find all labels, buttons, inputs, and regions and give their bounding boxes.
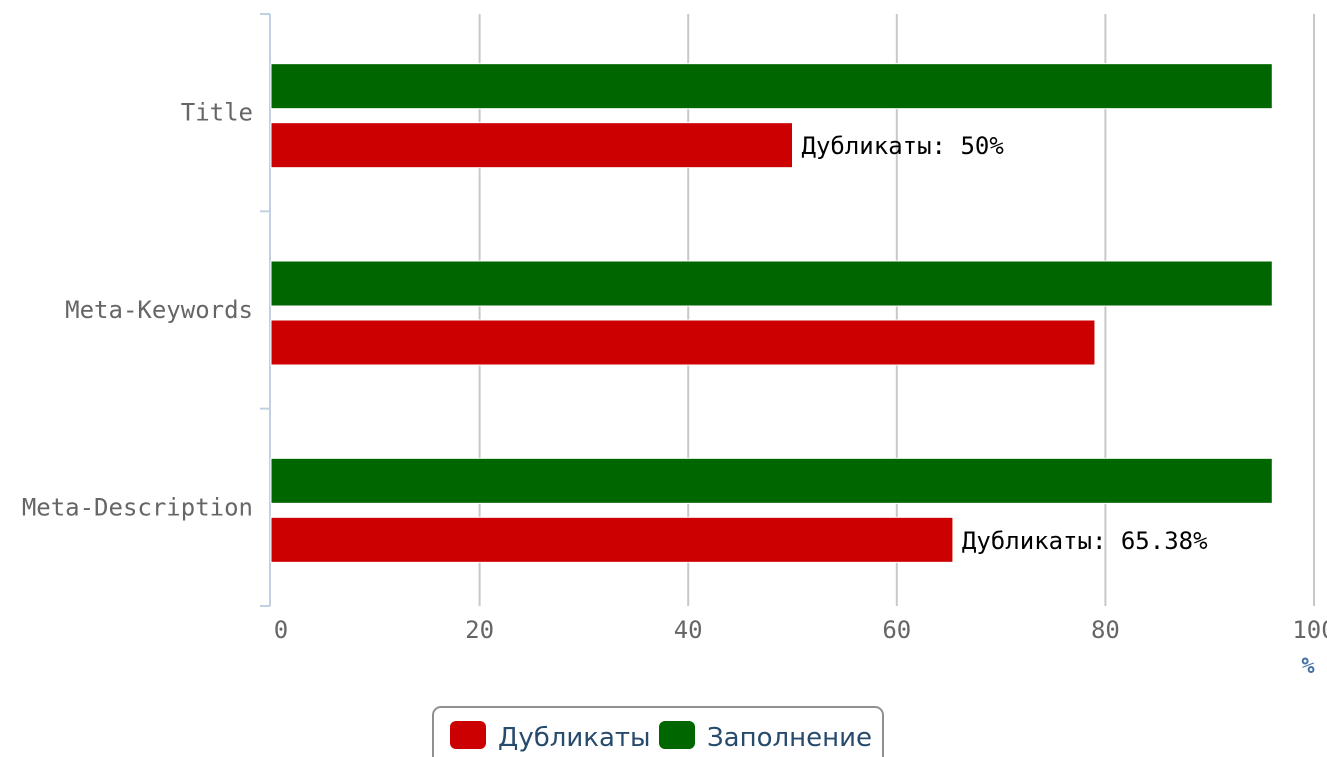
x-axis-unit-label: % <box>1301 654 1315 679</box>
legend-swatch <box>659 721 695 749</box>
bar-duplicates-1 <box>271 320 1095 365</box>
category-labels: Title Meta-Keywords Meta-Description <box>22 99 253 522</box>
bar-fill-0 <box>271 64 1272 109</box>
category-label: Meta-Description <box>22 493 253 521</box>
data-label: Дубликаты: 50% <box>802 132 1005 160</box>
category-axis-ticks <box>260 14 270 606</box>
x-tick-label: 20 <box>465 616 494 644</box>
category-label: Title <box>181 99 253 127</box>
bar-duplicates-0 <box>271 123 793 168</box>
x-tick-label: 40 <box>674 616 703 644</box>
legend-swatch <box>450 721 486 749</box>
legend: Дубликаты Заполнение <box>433 707 883 757</box>
legend-item-label[interactable]: Заполнение <box>707 723 872 753</box>
bar-fill-1 <box>271 261 1272 306</box>
bar-fill-2 <box>271 458 1272 503</box>
bars <box>271 64 1272 563</box>
category-label: Meta-Keywords <box>65 296 253 324</box>
x-tick-label: 100 <box>1292 616 1327 644</box>
x-tick-label: 80 <box>1091 616 1120 644</box>
legend-item-label[interactable]: Дубликаты <box>498 723 651 753</box>
x-tick-label: 60 <box>882 616 911 644</box>
x-axis-tick-labels: 0 20 40 60 80 100 <box>274 616 1327 644</box>
data-label: Дубликаты: 65.38% <box>962 527 1208 555</box>
x-tick-label: 0 <box>274 616 288 644</box>
bar-duplicates-2 <box>271 517 953 562</box>
